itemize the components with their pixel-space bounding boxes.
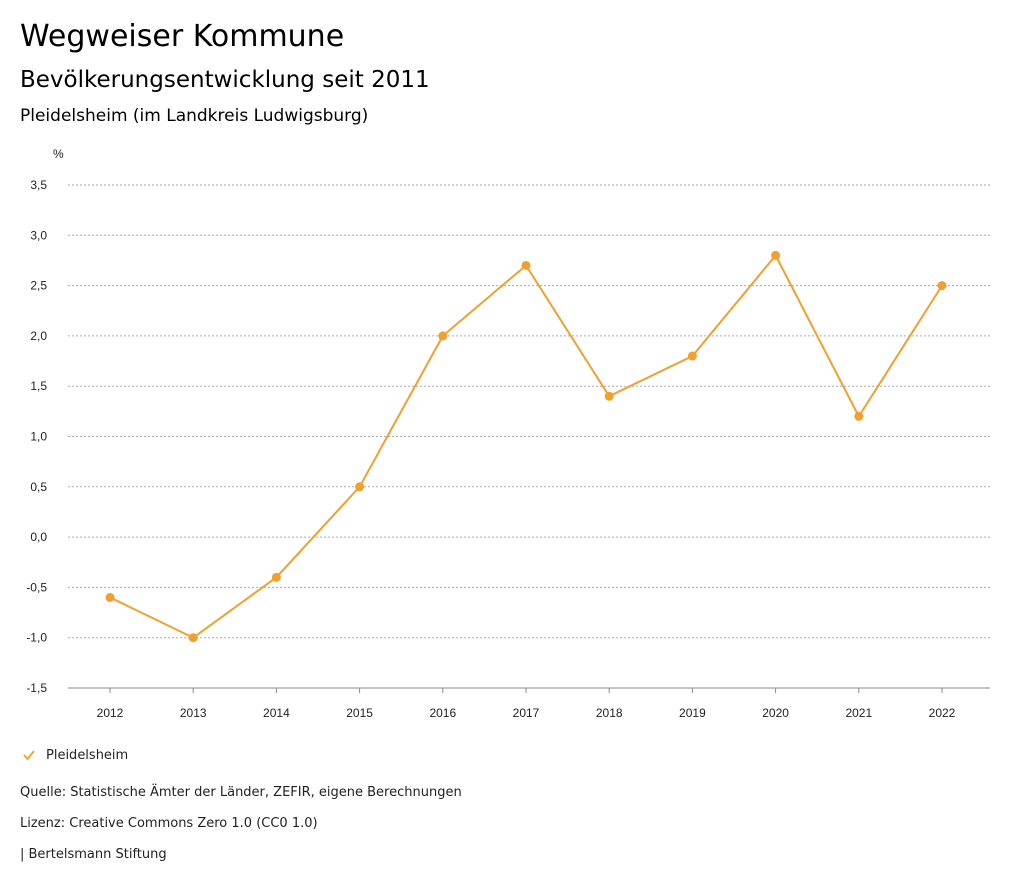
data-point[interactable] (687, 351, 697, 361)
check-icon (23, 750, 35, 761)
page-title: Wegweiser Kommune (20, 19, 345, 54)
series-pleidelsheim (105, 250, 947, 643)
data-point[interactable] (271, 572, 281, 582)
license-note: Lizenz: Creative Commons Zero 1.0 (CC0 1… (20, 816, 318, 831)
data-point[interactable] (937, 281, 947, 291)
y-tick-label: 2,0 (30, 329, 47, 343)
x-tick-label: 2020 (762, 706, 789, 720)
data-point[interactable] (521, 260, 531, 270)
x-tick-label: 2012 (97, 706, 124, 720)
y-tick-label: -0,5 (26, 580, 47, 594)
data-point[interactable] (771, 250, 781, 260)
y-tick-label: -1,5 (26, 681, 47, 695)
x-tick-label: 2017 (513, 706, 540, 720)
x-tick-label: 2013 (180, 706, 207, 720)
legend[interactable]: Pleidelsheim (22, 744, 128, 766)
publisher-note: | Bertelsmann Stiftung (20, 847, 167, 862)
y-tick-label: 2,5 (30, 279, 47, 293)
y-tick-label: -1,0 (26, 631, 47, 645)
data-point[interactable] (854, 411, 864, 421)
x-axis: 2012 2013 2014 2015 2016 2017 2018 2019 2020 2021… (68, 687, 990, 720)
data-point[interactable] (105, 592, 115, 602)
data-point[interactable] (604, 391, 614, 401)
x-tick-label: 2016 (429, 706, 456, 720)
series-line (109, 253, 943, 639)
line-chart: % 3,5 3,0 2,5 2,0 1,5 1,0 0,5 0,0 -0,5 -1,0 -1,5 2… (26, 147, 990, 720)
y-tick-label: 3,5 (30, 178, 47, 192)
y-tick-label: 0,0 (30, 530, 47, 544)
y-tick-label: 3,0 (30, 228, 47, 242)
legend-item-pleidelsheim: Pleidelsheim (46, 747, 129, 763)
y-tick-label: 1,0 (30, 430, 47, 444)
data-point[interactable] (355, 482, 365, 492)
x-tick-label: 2014 (263, 706, 290, 720)
x-tick-label: 2019 (679, 706, 706, 720)
x-tick-label: 2018 (596, 706, 623, 720)
gridlines (68, 184, 990, 689)
y-tick-label: 0,5 (30, 480, 47, 494)
y-axis: 3,5 3,0 2,5 2,0 1,5 1,0 0,5 0,0 -0,5 -1,0 -1,5 (26, 178, 47, 695)
source-note: Quelle: Statistische Ämter der Länder, Z… (20, 785, 462, 800)
x-tick-label: 2022 (929, 706, 956, 720)
x-tick-label: 2015 (346, 706, 373, 720)
chart-subtitle: Bevölkerungsentwicklung seit 2011 (20, 67, 430, 93)
x-tick-label: 2021 (845, 706, 872, 720)
data-point[interactable] (438, 331, 448, 341)
y-axis-unit-label: % (53, 147, 64, 161)
data-point[interactable] (188, 633, 198, 643)
y-tick-label: 1,5 (30, 379, 47, 393)
region-label: Pleidelsheim (im Landkreis Ludwigsburg) (20, 106, 369, 126)
